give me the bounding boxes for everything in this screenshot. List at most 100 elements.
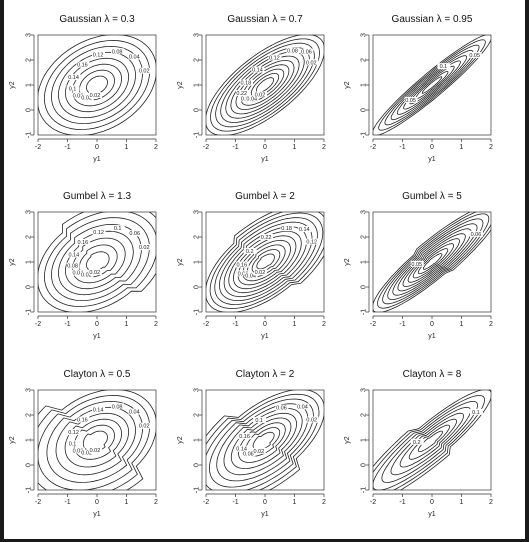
contour-label-bg (88, 447, 102, 454)
panel-title: Gaussian λ = 0.3 (59, 14, 135, 25)
y-tick-label: 2 (194, 235, 201, 239)
contour-label-bg (404, 96, 418, 103)
contour-label-bg (298, 226, 312, 233)
x-axis-label: y1 (428, 333, 436, 340)
plot-box (372, 34, 492, 136)
contour-label: 0.02 (306, 60, 317, 66)
contour-level-0.06 (206, 398, 314, 490)
y-tick-label: 1 (26, 260, 33, 264)
contour-level-0.25 (392, 223, 478, 296)
x-tick-label: 1 (125, 499, 129, 506)
contour-label: 0.12 (93, 230, 104, 236)
contour-level-0.04 (209, 212, 324, 309)
contour-level-0.12 (64, 418, 123, 468)
contour-level-0.45 (421, 76, 443, 94)
contour-label: 0.02 (139, 424, 150, 430)
contour-label: 0.14 (93, 408, 104, 414)
x-tick-label: 2 (154, 499, 158, 506)
contour-label: 0.02 (255, 92, 266, 98)
contour-label-bg (469, 230, 483, 237)
contour-label: 0.02 (90, 93, 101, 99)
y-tick-label: -1 (26, 487, 33, 493)
y-axis-label: y2 (177, 436, 184, 444)
contour-label: 0.06 (73, 449, 84, 455)
contour-label: 0.05 (469, 53, 480, 59)
contour-label: 0.08 (112, 49, 123, 55)
contour-label: 0.08 (287, 48, 298, 54)
contour-label: 0.12 (93, 53, 104, 59)
x-tick-label: 1 (293, 499, 297, 506)
contour-label: 0.02 (81, 451, 92, 457)
contour-level-0.12 (228, 226, 308, 294)
x-tick-label: -1 (399, 499, 405, 506)
y-tick-label: 2 (361, 413, 368, 417)
contour-label: 0.06 (238, 271, 249, 277)
contour-level-0.14 (73, 424, 115, 460)
x-tick-label: -2 (203, 499, 209, 506)
contour-label-bg (76, 238, 90, 245)
x-axis-label: y1 (428, 156, 436, 163)
contour-level-0.16 (82, 430, 108, 453)
y-tick-label: 2 (361, 235, 368, 239)
y-tick-label: 0 (26, 285, 33, 289)
x-axis-label: y1 (93, 333, 101, 340)
panel-title: Clayton λ = 0.5 (64, 369, 131, 380)
contour-label: 0.06 (301, 50, 312, 56)
contour-label-bg (111, 403, 125, 410)
y-axis-label: y2 (177, 81, 184, 89)
contour-lines: 0.020.040.080.140.160.120.10.060.020.02 (38, 390, 156, 490)
plot-box (205, 211, 325, 313)
panel-title: Gumbel λ = 2 (235, 191, 295, 202)
contour-level-0.24 (256, 253, 275, 270)
contour-label-bg (410, 260, 424, 267)
y-tick-label: 2 (26, 413, 33, 417)
contour-label-bg (128, 408, 142, 415)
x-tick-label: -2 (370, 321, 376, 328)
contour-label-bg (128, 53, 142, 60)
contour-level-0.8 (417, 430, 443, 453)
contour-level-0.1 (377, 212, 491, 309)
x-tick-label: 1 (125, 321, 129, 328)
contour-label: 0.08 (67, 264, 78, 270)
x-tick-label: -1 (232, 144, 238, 151)
contour-label: 0.2 (241, 96, 249, 102)
contour-label-bg (80, 449, 94, 456)
contour-level-0.14 (235, 60, 295, 110)
y-tick-label: 2 (361, 58, 368, 62)
contour-label-bg (296, 403, 310, 410)
contour-level-0.12 (71, 237, 126, 284)
y-axis-label: y2 (344, 436, 351, 444)
contour-level-0.02 (38, 390, 156, 490)
y-tick-label: 2 (26, 58, 33, 62)
panel-title: Clayton λ = 8 (403, 369, 462, 380)
panel-title: Gaussian λ = 0.95 (392, 14, 473, 25)
contour-level-0.02 (206, 212, 324, 312)
contour-label: 0.02 (81, 96, 92, 102)
x-axis-label: y1 (93, 511, 101, 518)
contour-label: 0.16 (77, 418, 88, 424)
plot-box (205, 34, 325, 136)
contour-label-bg (437, 63, 451, 70)
contour-level-0.15 (384, 44, 480, 126)
x-tick-label: 1 (293, 144, 297, 151)
contour-label-bg (67, 251, 81, 258)
y-tick-label: 1 (361, 438, 368, 442)
contour-level-0.14 (230, 417, 292, 470)
contour-label-bg (111, 48, 125, 55)
contour-label-bg (88, 92, 102, 99)
contour-label: 0.18 (241, 81, 252, 87)
y-tick-label: -1 (361, 309, 368, 315)
contour-label: 0.02 (139, 69, 150, 75)
plot-box (372, 389, 492, 491)
y-axis-label: y2 (344, 258, 351, 266)
contour-lines: 0.020.060.10.120.160.140.080.040.020.02 (38, 212, 156, 312)
contour-level-0.25 (396, 55, 468, 115)
y-tick-label: 3 (26, 33, 33, 37)
y-axis-label: y2 (9, 436, 16, 444)
contour-label-bg (71, 92, 85, 99)
plot-box (37, 389, 157, 491)
x-axis-label: y1 (261, 333, 269, 340)
y-tick-label: 0 (361, 463, 368, 467)
contour-lines: 0.020.060.080.120.140.180.220.20.040.02 (206, 35, 324, 135)
